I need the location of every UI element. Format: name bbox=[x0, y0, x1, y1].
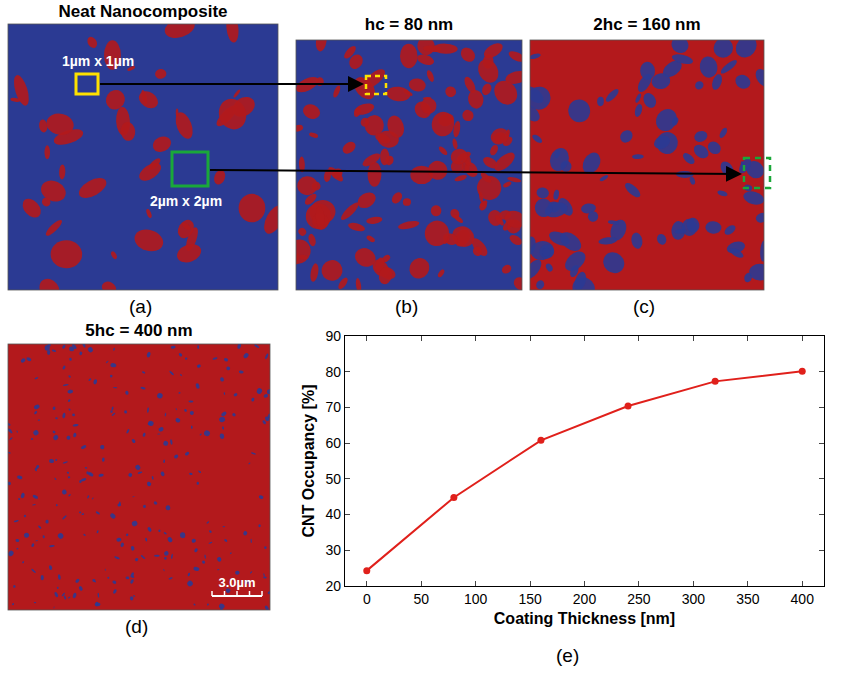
svg-text:60: 60 bbox=[325, 435, 341, 451]
svg-text:30: 30 bbox=[325, 542, 341, 558]
svg-text:70: 70 bbox=[325, 399, 341, 415]
svg-text:150: 150 bbox=[518, 591, 542, 607]
svg-text:hc = 80 nm: hc = 80 nm bbox=[365, 15, 453, 34]
html-text:(a): (a) bbox=[129, 296, 153, 317]
html-text:(b): (b) bbox=[395, 296, 419, 317]
svg-text:20: 20 bbox=[325, 578, 341, 594]
svg-text:200: 200 bbox=[573, 591, 597, 607]
svg-text:5hc = 400 nm: 5hc = 400 nm bbox=[85, 321, 192, 340]
svg-text:400: 400 bbox=[791, 591, 815, 607]
svg-text:80: 80 bbox=[325, 364, 341, 380]
svg-text:Neat Nanocomposite: Neat Nanocomposite bbox=[58, 2, 227, 21]
svg-text:50: 50 bbox=[413, 591, 429, 607]
svg-text:CNT Occupancy [%]: CNT Occupancy [%] bbox=[300, 385, 317, 538]
svg-text:2hc = 160 nm: 2hc = 160 nm bbox=[593, 15, 700, 34]
html-text:(c): (c) bbox=[633, 296, 656, 317]
svg-text:Coating Thickness [nm]: Coating Thickness [nm] bbox=[494, 610, 675, 627]
svg-text:2µm x 2µm: 2µm x 2µm bbox=[150, 193, 222, 209]
svg-text:0: 0 bbox=[363, 591, 371, 607]
svg-text:100: 100 bbox=[464, 591, 488, 607]
svg-text:350: 350 bbox=[736, 591, 760, 607]
svg-text:300: 300 bbox=[682, 591, 706, 607]
svg-text:250: 250 bbox=[627, 591, 651, 607]
html-text:(e): (e) bbox=[556, 645, 580, 666]
html-text:(d): (d) bbox=[125, 616, 149, 637]
svg-text:50: 50 bbox=[325, 471, 341, 487]
svg-text:40: 40 bbox=[325, 506, 341, 522]
svg-text:1µm x 1µm: 1µm x 1µm bbox=[62, 53, 134, 69]
svg-text:90: 90 bbox=[325, 328, 341, 344]
svg-text:3.0µm: 3.0µm bbox=[218, 575, 255, 590]
